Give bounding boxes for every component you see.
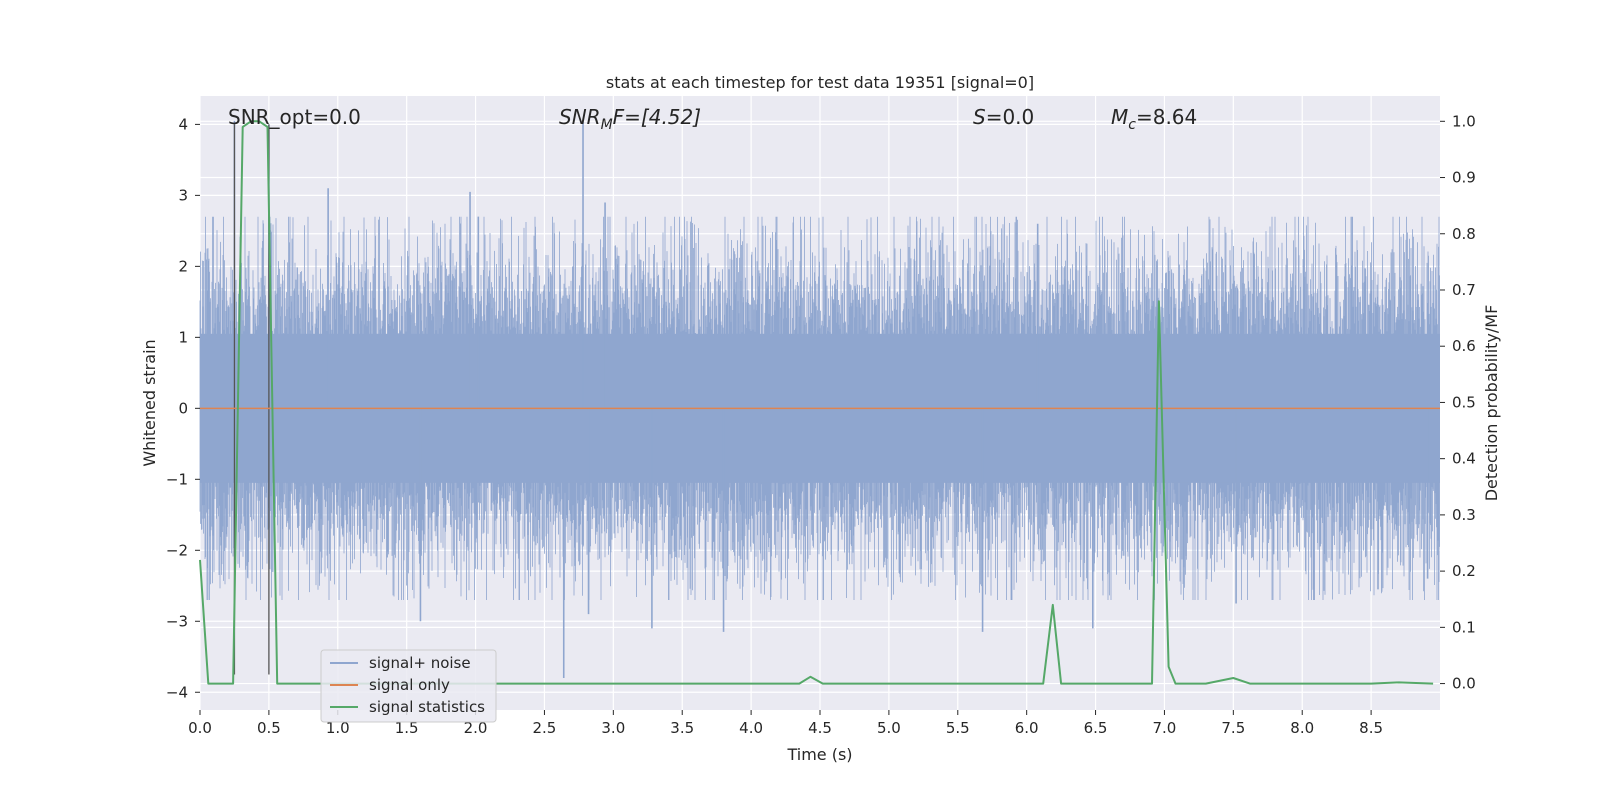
x-tick-label: 6.5 xyxy=(1084,719,1108,737)
y-right-tick-label: 0.4 xyxy=(1452,450,1476,468)
x-tick-label: 4.5 xyxy=(808,719,832,737)
line-series xyxy=(199,120,1440,685)
x-tick-label: 5.0 xyxy=(877,719,901,737)
x-ticks: 0.0 0.5 1.0 1.5 2.0 2.5 3.0 3.5 4.0 4.5 5.0 5.5 6.0 6… xyxy=(188,710,1383,737)
x-tick-label: 3.5 xyxy=(670,719,694,737)
x-tick-label: 0.0 xyxy=(188,719,212,737)
y-right-axis-label: Detection probability/MF xyxy=(1482,305,1501,502)
y-right-tick-label: 1.0 xyxy=(1452,112,1476,130)
snr-mf-sub: M xyxy=(601,117,613,133)
y-right-tick-label: 0.8 xyxy=(1452,225,1476,243)
y-right-tick-label: 0.2 xyxy=(1452,562,1476,580)
y-right-tick-label: 0.1 xyxy=(1452,618,1476,636)
signal-statistics-line xyxy=(199,120,1434,685)
x-tick-label: 1.0 xyxy=(326,719,350,737)
x-tick-label: 2.5 xyxy=(533,719,557,737)
y-right-tick-label: 0.6 xyxy=(1452,337,1476,355)
x-tick-label: 5.5 xyxy=(946,719,970,737)
y-tick-label: −2 xyxy=(166,541,188,559)
mc-sub: c xyxy=(1128,117,1136,133)
x-tick-label: 6.0 xyxy=(1015,719,1039,737)
snr-mf-rest: F=[4.52] xyxy=(613,105,701,129)
x-tick-label: 8.5 xyxy=(1359,719,1383,737)
y-right-tick-label: 0.9 xyxy=(1452,169,1476,187)
chart-title: stats at each timestep for test data 193… xyxy=(606,73,1034,92)
x-tick-label: 4.0 xyxy=(739,719,763,737)
snr-mf-annotation: SNRMF=[4.52] xyxy=(559,105,701,133)
x-tick-label: 7.0 xyxy=(1153,719,1177,737)
y-tick-label: −4 xyxy=(166,683,188,701)
y-tick-label: 4 xyxy=(178,115,188,133)
y-tick-label: −3 xyxy=(166,612,188,630)
snr-mf-main: SNR xyxy=(559,105,601,129)
s-rest: =0.0 xyxy=(986,105,1035,129)
mc-rest: =8.64 xyxy=(1136,105,1197,129)
y-tick-label: 3 xyxy=(178,186,188,204)
x-axis-label: Time (s) xyxy=(786,745,852,764)
y-right-tick-label: 0.0 xyxy=(1452,675,1476,693)
legend-box xyxy=(320,649,497,723)
x-tick-label: 7.5 xyxy=(1221,719,1245,737)
mc-main: M xyxy=(1111,105,1128,129)
x-tick-label: 1.5 xyxy=(395,719,419,737)
y-tick-label: 1 xyxy=(178,328,188,346)
s-annotation: S=0.0 xyxy=(973,105,1034,129)
legend-label-signal-statistics: signal statistics xyxy=(369,698,485,716)
y-tick-label: −1 xyxy=(166,470,188,488)
y-right-ticks: 0.0 0.1 0.2 0.3 0.4 0.5 0.6 0.7 0.8 0.9 1.0 xyxy=(1440,112,1476,693)
x-tick-label: 8.0 xyxy=(1290,719,1314,737)
x-tick-label: 2.0 xyxy=(464,719,488,737)
mc-annotation: Mc=8.64 xyxy=(1111,105,1197,133)
snr-opt-annotation: SNR_opt=0.0 xyxy=(228,105,361,129)
x-tick-label: 3.0 xyxy=(601,719,625,737)
s-main: S xyxy=(973,105,986,129)
y-ticks: −4 −3 −2 −1 0 1 2 3 4 xyxy=(166,115,200,701)
legend-label-signal-noise: signal+ noise xyxy=(369,654,471,672)
y-right-tick-label: 0.7 xyxy=(1452,281,1476,299)
y-axis-label: Whitened strain xyxy=(140,339,159,466)
legend: signal+ noise signal only signal statist… xyxy=(320,649,497,723)
x-tick-label: 0.5 xyxy=(257,719,281,737)
y-right-tick-label: 0.3 xyxy=(1452,506,1476,524)
legend-label-signal-only: signal only xyxy=(369,676,450,694)
y-tick-label: 0 xyxy=(178,399,188,417)
y-tick-label: 2 xyxy=(178,257,188,275)
y-right-tick-label: 0.5 xyxy=(1452,393,1476,411)
